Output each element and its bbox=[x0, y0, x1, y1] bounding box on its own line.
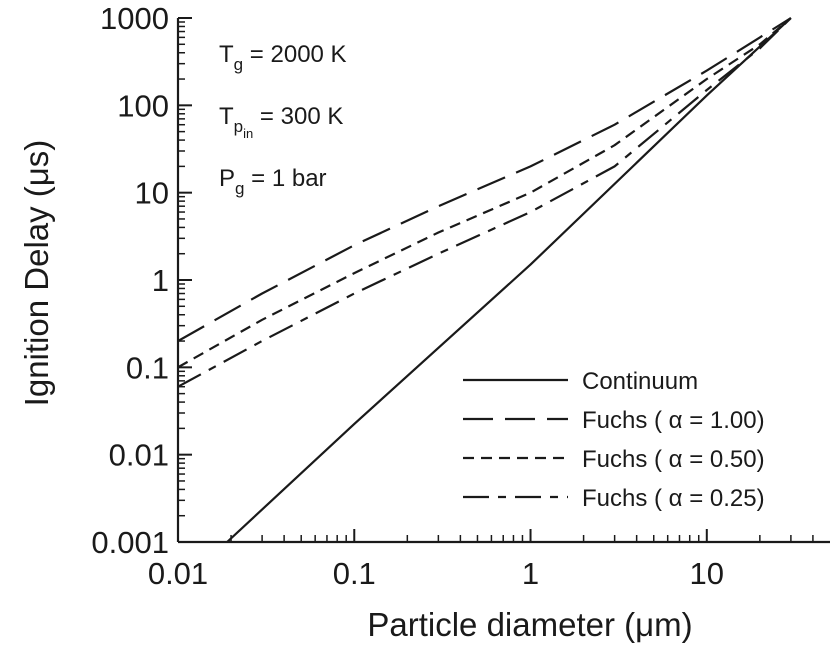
annotations: Tg = 2000 K Tpin = 300 K Pg = 1 bar bbox=[219, 41, 347, 198]
x-axis-title: Particle diameter (μm) bbox=[367, 606, 692, 643]
series-line bbox=[226, 17, 792, 542]
legend: Continuum Fuchs ( α = 1.00) Fuchs ( α = 0.… bbox=[463, 368, 765, 512]
condition-annotation: Tg = 2000 K bbox=[219, 41, 347, 74]
y-tick-label: 10 bbox=[135, 176, 169, 211]
y-tick-label: 0.01 bbox=[109, 438, 169, 473]
x-tick-label: 0.1 bbox=[333, 556, 376, 591]
legend-label: Continuum bbox=[582, 368, 698, 395]
y-tick-label: 100 bbox=[117, 88, 169, 123]
condition-annotation: Tpin = 300 K bbox=[219, 103, 343, 141]
condition-annotation: Pg = 1 bar bbox=[219, 165, 327, 198]
legend-label: Fuchs ( α = 0.50) bbox=[582, 446, 765, 473]
y-tick-label: 1 bbox=[152, 263, 169, 298]
x-tick-label: 10 bbox=[690, 556, 724, 591]
legend-label: Fuchs ( α = 1.00) bbox=[582, 407, 765, 434]
y-axis-title: Ignition Delay (μs) bbox=[18, 140, 55, 407]
x-tick-label: 1 bbox=[522, 556, 539, 591]
x-tick-label: 0.01 bbox=[148, 556, 208, 591]
y-tick-label: 0.1 bbox=[126, 350, 169, 385]
legend-label: Fuchs ( α = 0.25) bbox=[582, 485, 765, 512]
series-line bbox=[178, 17, 792, 342]
y-tick-label: 0.001 bbox=[91, 525, 169, 560]
series-line bbox=[178, 17, 792, 388]
y-tick-label: 1000 bbox=[100, 1, 169, 36]
series-line bbox=[178, 17, 792, 369]
series-layer bbox=[178, 17, 792, 542]
